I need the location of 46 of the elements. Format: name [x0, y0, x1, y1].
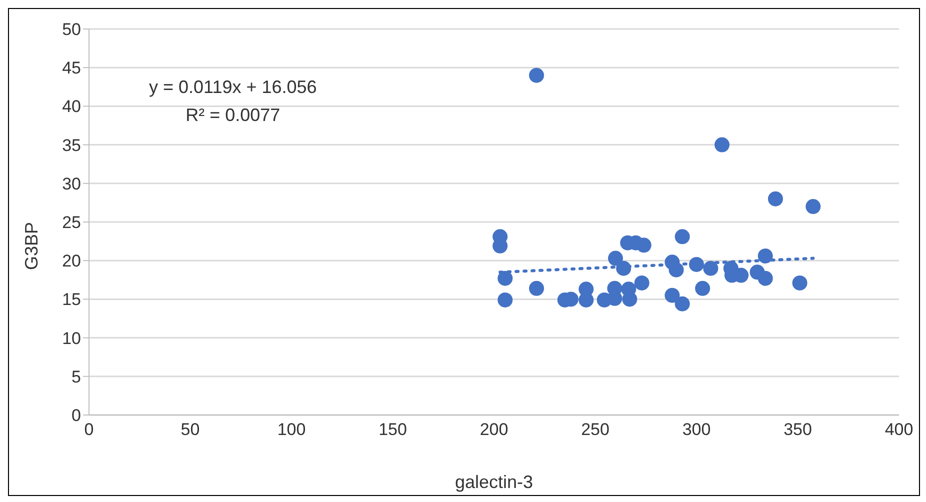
point: [668, 262, 684, 278]
point: [695, 280, 710, 296]
x-tick-label: 350: [784, 420, 812, 440]
annotation: R² = 0.0077: [186, 105, 280, 125]
y-tick-label: 35: [62, 136, 81, 155]
y-tick-label: 10: [62, 328, 81, 348]
y-tick-label: 5: [72, 367, 81, 386]
y-tick-label: 45: [62, 58, 81, 78]
x-tick-label: 150: [378, 420, 407, 440]
point: [674, 229, 690, 244]
y-tick-label: 30: [62, 174, 81, 194]
y-tick-label: 40: [62, 97, 81, 116]
point: [498, 270, 513, 286]
point: [529, 280, 544, 296]
y-tick-label: 0: [72, 406, 81, 426]
y-tick-label: 25: [62, 213, 81, 232]
point: [529, 68, 544, 83]
y-axis-title: G3BP: [21, 222, 42, 270]
point: [689, 256, 704, 272]
y-tick-label: 15: [62, 290, 81, 310]
point: [674, 296, 690, 312]
x-tick-label: 300: [682, 420, 711, 440]
point: [636, 238, 652, 253]
point: [758, 270, 773, 286]
point: [806, 199, 821, 214]
x-tick-label: 50: [180, 420, 200, 440]
x-tick-label: 100: [277, 420, 306, 440]
x-tick-label: 200: [480, 420, 508, 440]
point: [714, 137, 730, 152]
point: [498, 292, 513, 308]
y-tick-label: 50: [62, 20, 81, 40]
point: [608, 250, 623, 266]
x-tick-label: 0: [84, 420, 94, 440]
x-axis-title: galectin-3: [454, 472, 534, 492]
x-tick-label: 400: [884, 420, 914, 440]
point: [758, 248, 773, 264]
point: [703, 260, 718, 276]
point: [622, 292, 638, 307]
point: [664, 288, 680, 303]
point: [792, 275, 808, 290]
point: [616, 260, 632, 276]
point: [768, 191, 783, 206]
annotation: y = 0.0119x + 16.056: [149, 77, 317, 97]
point: [634, 275, 650, 290]
x-tick-label: 250: [581, 420, 610, 440]
y-tick-label: 20: [62, 252, 81, 271]
